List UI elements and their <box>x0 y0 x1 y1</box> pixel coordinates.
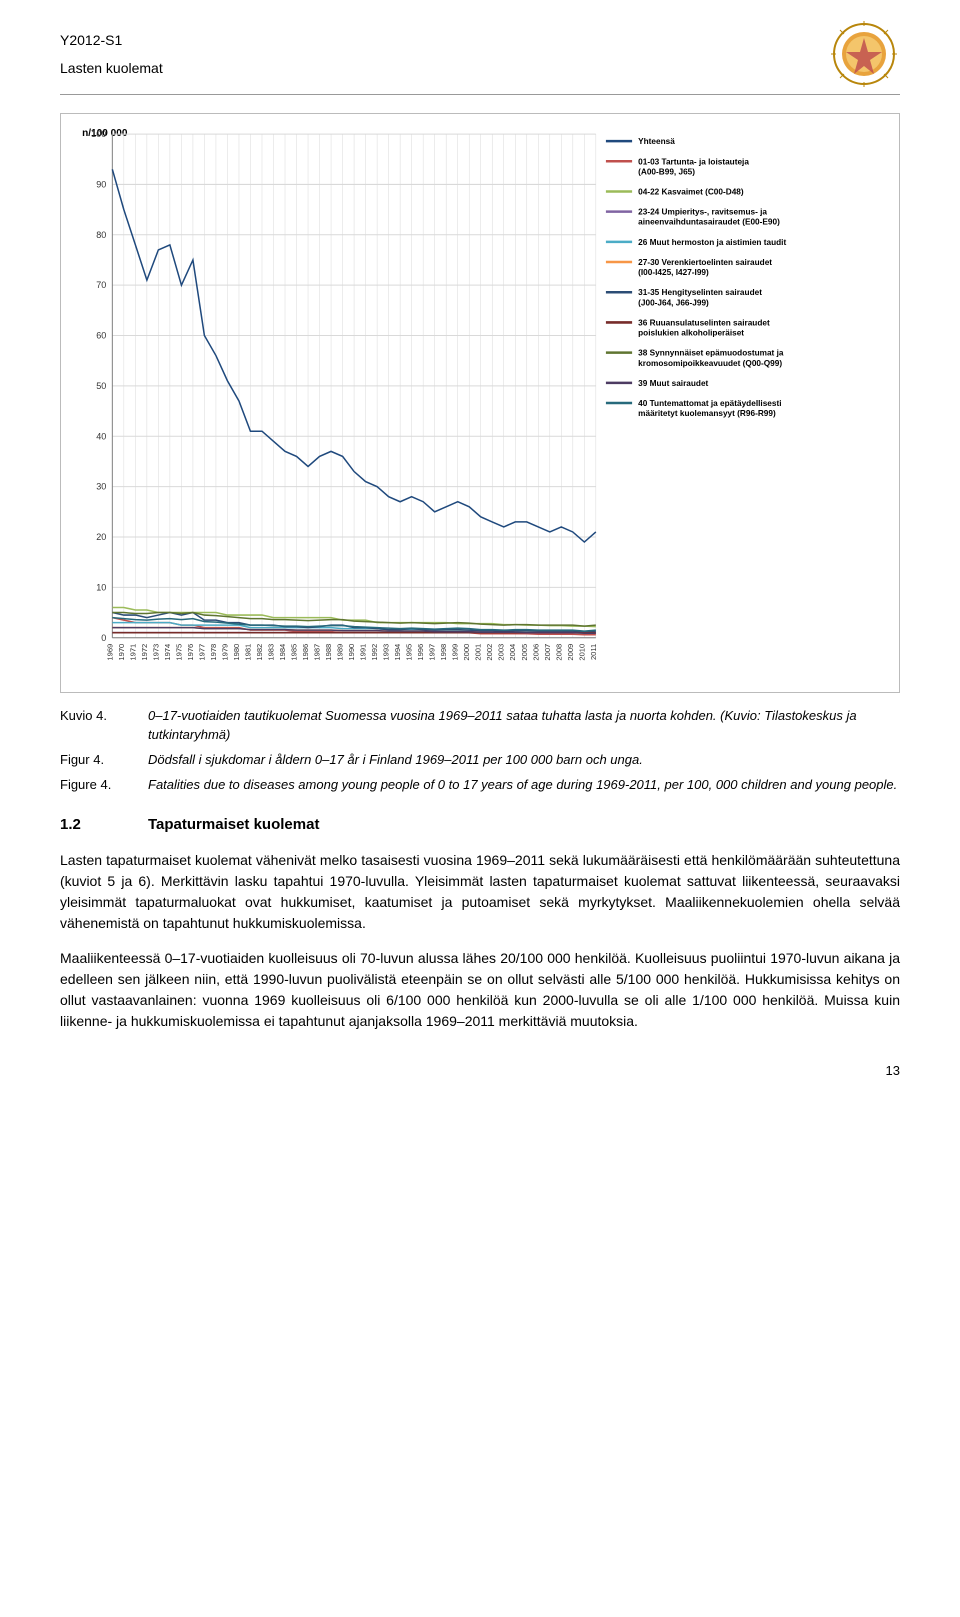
svg-text:2004: 2004 <box>508 644 517 661</box>
svg-text:aineenvaihduntasairaudet (E00-: aineenvaihduntasairaudet (E00-E90) <box>638 218 780 227</box>
svg-text:27-30 Verenkiertoelinten saira: 27-30 Verenkiertoelinten sairaudet <box>638 258 772 267</box>
svg-text:0: 0 <box>101 633 106 643</box>
document-subtitle: Lasten kuolemat <box>60 58 163 78</box>
section-heading: 1.2 Tapaturmaiset kuolemat <box>60 814 900 836</box>
svg-text:1969: 1969 <box>105 644 114 661</box>
svg-text:2011: 2011 <box>589 644 598 660</box>
svg-text:1988: 1988 <box>324 644 333 661</box>
svg-text:(A00-B99, J65): (A00-B99, J65) <box>638 167 695 176</box>
body-paragraph-1: Lasten tapaturmaiset kuolemat vähenivät … <box>60 850 900 934</box>
svg-text:1989: 1989 <box>336 644 345 661</box>
caption-swedish: Figur 4. Dödsfall i sjukdomar i åldern 0… <box>60 751 900 770</box>
line-chart: n/100 0000102030405060708090100196919701… <box>67 124 893 688</box>
caption-text-en: Fatalities due to diseases among young p… <box>148 776 900 795</box>
svg-text:1987: 1987 <box>313 644 322 661</box>
svg-text:kromosomipoikkeavuudet (Q00-Q9: kromosomipoikkeavuudet (Q00-Q99) <box>638 359 782 368</box>
svg-text:1983: 1983 <box>267 644 276 661</box>
svg-text:2009: 2009 <box>566 644 575 661</box>
svg-text:1981: 1981 <box>243 644 252 661</box>
svg-text:2001: 2001 <box>474 644 483 661</box>
svg-text:23-24 Umpieritys-, ravitsemus-: 23-24 Umpieritys-, ravitsemus- ja <box>638 208 767 217</box>
svg-text:39 Muut sairaudet: 39 Muut sairaudet <box>638 379 708 388</box>
header-left: Y2012-S1 Lasten kuolemat <box>60 30 163 79</box>
page-number: 13 <box>60 1062 900 1081</box>
svg-text:1998: 1998 <box>439 644 448 661</box>
svg-text:2007: 2007 <box>543 644 552 661</box>
svg-text:1980: 1980 <box>232 644 241 661</box>
svg-text:1992: 1992 <box>370 644 379 661</box>
agency-logo <box>828 18 900 90</box>
svg-text:1993: 1993 <box>382 644 391 661</box>
caption-finnish: Kuvio 4. 0–17-vuotiaiden tautikuolemat S… <box>60 707 900 745</box>
svg-text:1997: 1997 <box>428 644 437 661</box>
svg-text:2010: 2010 <box>577 644 586 661</box>
caption-label-en: Figure 4. <box>60 776 148 795</box>
caption-english: Figure 4. Fatalities due to diseases amo… <box>60 776 900 795</box>
svg-text:1986: 1986 <box>301 644 310 661</box>
caption-text-fi: 0–17-vuotiaiden tautikuolemat Suomessa v… <box>148 707 900 745</box>
svg-text:1977: 1977 <box>197 644 206 661</box>
svg-text:1991: 1991 <box>359 644 368 661</box>
svg-text:40: 40 <box>96 431 106 441</box>
svg-text:50: 50 <box>96 381 106 391</box>
svg-text:(I00-I425, I427-I99): (I00-I425, I427-I99) <box>638 268 709 277</box>
svg-text:38 Synnynnäiset epämuodostumat: 38 Synnynnäiset epämuodostumat ja <box>638 349 784 358</box>
svg-text:20: 20 <box>96 532 106 542</box>
svg-text:31-35 Hengityselinten sairaude: 31-35 Hengityselinten sairaudet <box>638 288 762 297</box>
svg-text:1975: 1975 <box>174 644 183 661</box>
svg-text:70: 70 <box>96 280 106 290</box>
svg-text:60: 60 <box>96 331 106 341</box>
svg-text:04-22 Kasvaimet (C00-D48): 04-22 Kasvaimet (C00-D48) <box>638 188 744 197</box>
caption-text-sv: Dödsfall i sjukdomar i åldern 0–17 år i … <box>148 751 900 770</box>
svg-text:2006: 2006 <box>531 644 540 661</box>
svg-text:määritetyt kuolemansyyt (R96-R: määritetyt kuolemansyyt (R96-R99) <box>638 409 776 418</box>
svg-text:1984: 1984 <box>278 644 287 661</box>
body-paragraph-2: Maaliikenteessä 0–17-vuotiaiden kuolleis… <box>60 948 900 1032</box>
svg-text:90: 90 <box>96 179 106 189</box>
svg-text:1996: 1996 <box>416 644 425 661</box>
chart-container: n/100 0000102030405060708090100196919701… <box>60 113 900 693</box>
svg-text:2002: 2002 <box>485 644 494 661</box>
svg-text:(J00-J64, J66-J99): (J00-J64, J66-J99) <box>638 298 709 307</box>
svg-text:80: 80 <box>96 230 106 240</box>
caption-label-fi: Kuvio 4. <box>60 707 148 745</box>
svg-text:1979: 1979 <box>220 644 229 661</box>
svg-text:1972: 1972 <box>140 644 149 661</box>
svg-text:poislukien alkoholiperäiset: poislukien alkoholiperäiset <box>638 329 744 338</box>
section-title: Tapaturmaiset kuolemat <box>148 814 319 836</box>
svg-text:1985: 1985 <box>290 644 299 661</box>
svg-text:1995: 1995 <box>405 644 414 661</box>
page-header: Y2012-S1 Lasten kuolemat <box>60 30 900 95</box>
document-id: Y2012-S1 <box>60 30 163 50</box>
svg-text:100: 100 <box>91 129 106 139</box>
svg-text:1976: 1976 <box>186 644 195 661</box>
svg-text:36 Ruuansulatuselinten sairaud: 36 Ruuansulatuselinten sairaudet <box>638 318 770 327</box>
svg-text:2000: 2000 <box>462 644 471 661</box>
svg-text:40 Tuntemattomat ja epätäydell: 40 Tuntemattomat ja epätäydellisesti <box>638 399 781 408</box>
svg-text:1982: 1982 <box>255 644 264 661</box>
svg-text:2003: 2003 <box>497 644 506 661</box>
svg-text:1994: 1994 <box>393 644 402 661</box>
svg-text:01-03 Tartunta- ja loistauteja: 01-03 Tartunta- ja loistauteja <box>638 157 749 166</box>
svg-text:1970: 1970 <box>117 644 126 661</box>
svg-text:10: 10 <box>96 582 106 592</box>
svg-text:26 Muut hermoston ja aistimien: 26 Muut hermoston ja aistimien taudit <box>638 238 786 247</box>
caption-label-sv: Figur 4. <box>60 751 148 770</box>
svg-text:2008: 2008 <box>554 644 563 661</box>
svg-text:2005: 2005 <box>520 644 529 661</box>
svg-text:1999: 1999 <box>451 644 460 661</box>
svg-text:1973: 1973 <box>151 644 160 661</box>
figure-captions: Kuvio 4. 0–17-vuotiaiden tautikuolemat S… <box>60 707 900 794</box>
svg-text:30: 30 <box>96 482 106 492</box>
svg-text:Yhteensä: Yhteensä <box>638 137 675 146</box>
svg-text:1974: 1974 <box>163 644 172 661</box>
svg-text:1990: 1990 <box>347 644 356 661</box>
svg-text:1978: 1978 <box>209 644 218 661</box>
svg-text:1971: 1971 <box>128 644 137 661</box>
section-number: 1.2 <box>60 814 148 836</box>
